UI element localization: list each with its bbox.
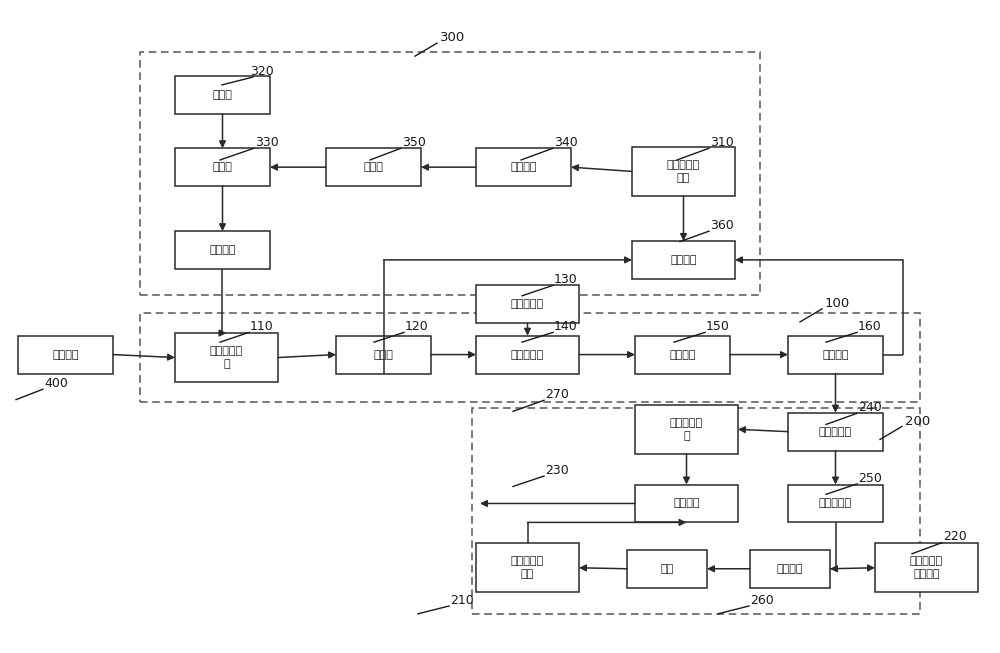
Text: 温控电路: 温控电路 — [52, 349, 79, 360]
Text: 第二射频源: 第二射频源 — [511, 299, 544, 310]
Text: 230: 230 — [545, 464, 569, 477]
Text: 光环形器: 光环形器 — [777, 564, 803, 574]
Text: 光滤波器: 光滤波器 — [669, 349, 696, 360]
Text: 强度调制器: 强度调制器 — [511, 349, 544, 360]
Bar — [336, 336, 431, 374]
Bar — [476, 336, 579, 374]
Text: 相移光纤布
拉格光栅: 相移光纤布 拉格光栅 — [910, 556, 943, 579]
Bar — [140, 52, 760, 295]
Text: 120: 120 — [405, 320, 429, 333]
Text: 310: 310 — [710, 136, 734, 149]
Bar — [326, 148, 421, 186]
Text: 130: 130 — [554, 273, 578, 286]
Text: 400: 400 — [44, 377, 68, 390]
Bar — [476, 543, 579, 592]
Text: 100: 100 — [825, 297, 850, 310]
Bar — [788, 413, 883, 451]
Text: 鉴频器: 鉴频器 — [213, 162, 232, 172]
Bar — [476, 285, 579, 323]
Text: 220: 220 — [943, 530, 967, 543]
Text: 光纤: 光纤 — [660, 564, 674, 574]
Bar — [175, 333, 278, 382]
Bar — [175, 231, 270, 269]
Text: 340: 340 — [554, 136, 578, 149]
Bar — [635, 405, 738, 454]
Text: 360: 360 — [710, 219, 734, 232]
Text: 电耦合器: 电耦合器 — [673, 498, 700, 509]
Bar — [788, 336, 883, 374]
Bar — [632, 241, 735, 279]
Text: 350: 350 — [402, 136, 426, 149]
Bar — [476, 148, 571, 186]
Text: 160: 160 — [858, 320, 882, 333]
Bar — [140, 313, 920, 402]
Text: 330: 330 — [255, 136, 279, 149]
Bar — [175, 148, 270, 186]
Text: 250: 250 — [858, 471, 882, 485]
Text: 150: 150 — [706, 320, 730, 333]
Text: 光耦合器: 光耦合器 — [670, 255, 697, 265]
Text: 320: 320 — [250, 65, 274, 78]
Text: 偏振控制器: 偏振控制器 — [819, 498, 852, 509]
Bar — [18, 336, 113, 374]
Bar — [750, 550, 830, 588]
Bar — [472, 408, 920, 614]
Text: 第二光电转
换器: 第二光电转 换器 — [667, 160, 700, 183]
Text: 分光器: 分光器 — [374, 349, 393, 360]
Bar — [627, 550, 707, 588]
Text: 射频源: 射频源 — [213, 90, 232, 101]
Bar — [875, 543, 978, 592]
Text: 260: 260 — [750, 594, 774, 607]
Text: 第二电放大
器: 第二电放大 器 — [670, 418, 703, 441]
Text: 相位调制器: 相位调制器 — [819, 426, 852, 437]
Text: 半导体激光
器: 半导体激光 器 — [210, 346, 243, 369]
Text: 200: 200 — [905, 415, 930, 428]
Bar — [635, 485, 738, 522]
Bar — [635, 336, 730, 374]
Text: 驱动电路: 驱动电路 — [209, 245, 236, 255]
Text: 240: 240 — [858, 401, 882, 414]
Text: 140: 140 — [554, 320, 578, 333]
Text: 电滤波器: 电滤波器 — [510, 162, 537, 172]
Text: 210: 210 — [450, 594, 474, 607]
Text: 270: 270 — [545, 388, 569, 401]
Text: 110: 110 — [250, 320, 274, 333]
Text: 第一光电转
换器: 第一光电转 换器 — [511, 556, 544, 579]
Bar — [632, 147, 735, 196]
Bar — [175, 76, 270, 114]
Text: 除频器: 除频器 — [364, 162, 383, 172]
Text: 光放大器: 光放大器 — [822, 349, 849, 360]
Text: 300: 300 — [440, 31, 465, 44]
Bar — [788, 485, 883, 522]
